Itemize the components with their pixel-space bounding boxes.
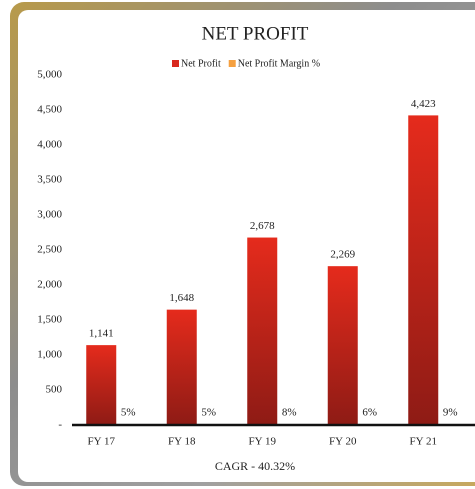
data-label: 5% [121, 407, 136, 419]
bar [166, 309, 197, 425]
y-tick-label: 4,000 [37, 139, 62, 151]
y-tick-label: 2,500 [37, 244, 62, 256]
data-label: 1,648 [169, 292, 194, 304]
y-tick-label: 2,000 [37, 279, 62, 291]
bar [86, 345, 117, 425]
y-tick-label: 3,000 [37, 209, 62, 221]
bar [408, 115, 439, 425]
x-tick-label: FY 20 [329, 436, 357, 448]
y-tick-label: - [58, 419, 62, 431]
y-tick-label: 1,500 [37, 314, 62, 326]
data-label: 2,678 [250, 220, 275, 232]
data-label: 9% [443, 407, 458, 419]
bar [247, 237, 278, 425]
chart-title: NET PROFIT [202, 23, 309, 44]
y-tick-label: 1,000 [37, 349, 62, 361]
data-label: 5% [201, 407, 216, 419]
y-tick-label: 4,500 [37, 104, 62, 116]
data-label: 1,141 [89, 328, 114, 340]
x-tick-label: FY 17 [88, 436, 116, 448]
x-tick-label: FY 18 [168, 436, 196, 448]
annotation: CAGR - 40.32% [215, 459, 295, 473]
legend-swatch [228, 60, 236, 67]
y-tick-label: 3,500 [37, 174, 62, 186]
data-label: 2,269 [330, 249, 355, 261]
data-label: 4,423 [411, 98, 436, 110]
y-tick-label: 500 [46, 384, 63, 396]
y-tick-label: 5,000 [37, 69, 62, 81]
x-tick-label: FY 19 [249, 436, 277, 448]
data-label: 6% [362, 407, 377, 419]
bar [327, 266, 358, 425]
data-label: 8% [282, 407, 297, 419]
legend-label: Net Profit Margin % [238, 58, 320, 69]
legend-label: Net Profit [181, 58, 221, 69]
legend-swatch [172, 60, 179, 67]
x-tick-label: FY 21 [410, 436, 437, 448]
